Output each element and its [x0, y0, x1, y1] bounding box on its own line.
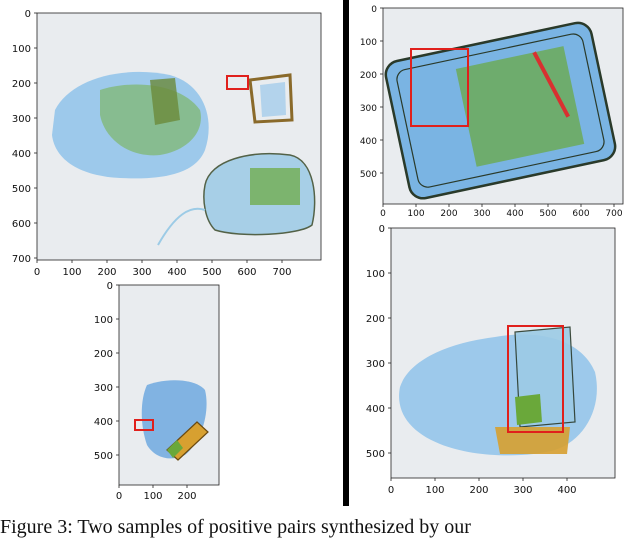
y-tick-label: 400 [366, 404, 385, 415]
x-tick-label: 100 [62, 267, 81, 278]
y-tick-label: 100 [12, 44, 31, 55]
xray-panel-top-right: 0 100 200 300 400 500 600 700 0 100 200 … [360, 5, 624, 219]
y-tick-label: 500 [360, 170, 377, 180]
y-tick-label: 200 [360, 71, 377, 81]
bbox [226, 75, 249, 90]
x-tick-label: 400 [506, 209, 523, 219]
y-tick-label: 400 [12, 149, 31, 160]
x-tick-label: 200 [469, 485, 488, 496]
x-tick-label: 100 [425, 485, 444, 496]
y-tick-label: 300 [366, 359, 385, 370]
y-tick-label: 200 [12, 79, 31, 90]
xray-panel-top-left: 0 100 200 300 400 500 600 700 0 100 200 … [12, 9, 322, 278]
y-tick-label: 200 [94, 349, 113, 360]
y-tick-label: 600 [12, 219, 31, 230]
bbox [134, 419, 154, 431]
x-tick-label: 200 [97, 267, 116, 278]
x-tick-label: 300 [513, 485, 532, 496]
y-tick-label: 300 [12, 114, 31, 125]
x-tick-label: 200 [440, 209, 457, 219]
x-tick-label: 300 [132, 267, 151, 278]
bbox [507, 325, 564, 433]
y-tick-label: 500 [12, 184, 31, 195]
battery-scan [495, 427, 570, 454]
y-tick-label: 300 [360, 104, 377, 114]
x-tick-label: 600 [572, 209, 589, 219]
x-tick-label: 0 [388, 485, 394, 496]
x-tick-label: 400 [167, 267, 186, 278]
x-tick-label: 200 [177, 491, 196, 502]
x-tick-label: 400 [557, 485, 576, 496]
y-tick-label: 700 [12, 254, 31, 265]
x-tick-label: 600 [237, 267, 256, 278]
x-tick-label: 0 [380, 209, 386, 219]
figure-caption: Figure 3: Two samples of positive pairs … [0, 516, 471, 538]
x-tick-label: 700 [605, 209, 622, 219]
x-tick-label: 700 [272, 267, 291, 278]
bbox [410, 48, 469, 127]
x-tick-label: 0 [116, 491, 122, 502]
x-tick-label: 300 [473, 209, 490, 219]
y-tick-label: 300 [94, 383, 113, 394]
y-tick-label: 0 [107, 281, 113, 292]
y-tick-label: 400 [94, 417, 113, 428]
y-tick-label: 500 [94, 451, 113, 462]
y-tick-label: 400 [360, 137, 377, 147]
panel-divider [343, 0, 349, 506]
y-tick-label: 100 [360, 38, 377, 48]
y-tick-label: 100 [366, 269, 385, 280]
x-tick-label: 100 [143, 491, 162, 502]
y-tick-label: 0 [379, 224, 385, 235]
y-tick-label: 0 [371, 5, 377, 15]
y-tick-label: 100 [94, 315, 113, 326]
x-tick-label: 500 [539, 209, 556, 219]
y-tick-label: 0 [25, 9, 31, 20]
y-tick-label: 200 [366, 314, 385, 325]
y-tick-label: 500 [366, 449, 385, 460]
x-tick-label: 100 [407, 209, 424, 219]
bag-handle-scan [248, 73, 294, 124]
xray-panel-bottom-left: 0 100 200 300 400 500 0 100 200 [94, 281, 220, 502]
x-tick-label: 0 [34, 267, 40, 278]
x-tick-label: 500 [202, 267, 221, 278]
xray-panel-bottom-right: 0 100 200 300 400 0 100 200 300 400 500 [366, 224, 616, 496]
